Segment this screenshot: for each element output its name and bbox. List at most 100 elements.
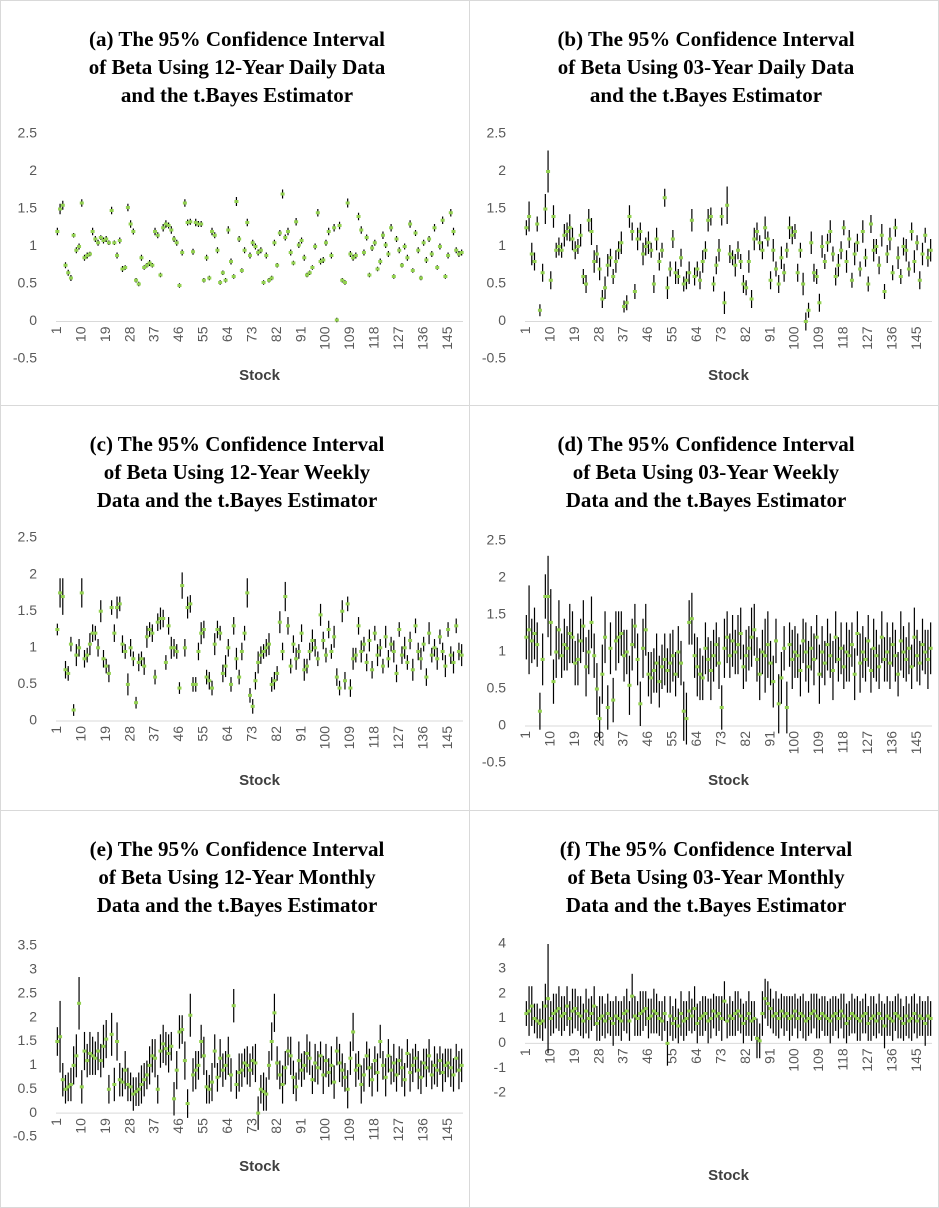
estimate-marker (673, 1017, 678, 1020)
chart-title: (f) The 95% Confidence Interval (560, 837, 853, 861)
estimate-marker (172, 237, 177, 241)
estimate-marker (803, 320, 808, 323)
estimate-marker (85, 1059, 90, 1063)
x-tick-label: 100 (317, 726, 333, 750)
estimate-marker (68, 1082, 73, 1086)
estimate-marker (773, 639, 778, 643)
estimate-marker (928, 248, 933, 252)
estimate-marker (459, 251, 464, 254)
estimate-marker (201, 1054, 206, 1058)
estimate-marker (708, 1017, 713, 1020)
estimate-marker (207, 679, 212, 683)
y-tick-label: 2 (29, 565, 37, 581)
estimate-marker (340, 609, 345, 613)
estimate-marker (150, 1054, 155, 1058)
y-tick-label: 3.5 (18, 937, 38, 953)
estimate-marker (825, 643, 830, 647)
estimate-marker (673, 672, 678, 676)
estimate-marker (177, 686, 182, 690)
estimate-marker (763, 997, 768, 1001)
estimate-marker (868, 1017, 873, 1020)
estimate-marker (210, 686, 215, 690)
estimate-marker (879, 635, 884, 639)
estimate-marker (147, 1063, 152, 1067)
estimate-marker (754, 230, 759, 233)
estimate-marker (451, 230, 456, 233)
estimate-marker (811, 1009, 816, 1013)
x-axis-title: Stock (708, 772, 750, 789)
estimate-marker (760, 1012, 765, 1016)
estimate-marker (125, 682, 130, 686)
estimate-marker (603, 635, 608, 639)
estimate-marker (641, 252, 646, 256)
estimate-marker (684, 1017, 689, 1020)
estimate-marker (757, 1039, 762, 1043)
y-tick-label: -1 (494, 1059, 507, 1075)
estimate-marker (589, 230, 594, 233)
x-tick-label: 136 (414, 726, 430, 750)
estimate-marker (920, 1017, 925, 1020)
estimate-marker (332, 1080, 337, 1084)
estimate-marker (337, 1061, 342, 1065)
estimate-marker (795, 1017, 800, 1020)
estimate-marker (326, 1071, 331, 1075)
estimate-marker (421, 1061, 426, 1065)
x-tick-label: 73 (712, 731, 728, 747)
estimate-marker (784, 248, 789, 252)
estimate-marker (361, 251, 366, 254)
estimate-marker (109, 209, 114, 212)
estimate-marker (546, 997, 551, 1001)
estimate-marker (283, 1066, 288, 1070)
estimate-marker (109, 1032, 114, 1036)
x-tick-label: 100 (317, 326, 333, 350)
estimate-marker (744, 1017, 749, 1020)
chart: (f) The 95% Confidence Interval of Beta U… (494, 837, 933, 1184)
estimate-marker (725, 635, 730, 639)
estimate-marker (923, 1021, 928, 1025)
estimate-marker (334, 1049, 339, 1053)
estimate-marker (632, 290, 637, 293)
estimate-marker (586, 218, 591, 222)
estimate-marker (418, 657, 423, 661)
estimate-marker (359, 1082, 364, 1086)
estimate-marker (928, 1017, 933, 1020)
estimate-marker (711, 654, 716, 658)
estimate-marker (427, 237, 432, 241)
estimate-marker (172, 646, 177, 650)
estimate-marker (901, 1021, 906, 1025)
x-tick-label: 1 (48, 1118, 64, 1126)
estimate-marker (440, 218, 445, 222)
x-tick-label: 64 (688, 731, 704, 747)
estimate-marker (158, 1049, 163, 1053)
estimate-marker (364, 1054, 369, 1058)
estimate-marker (847, 237, 852, 241)
estimate-marker (226, 646, 231, 650)
estimate-marker (871, 646, 876, 650)
estimate-marker (437, 245, 442, 248)
estimate-marker (237, 675, 242, 679)
estimate-marker (256, 660, 261, 664)
estimate-marker (765, 1002, 770, 1006)
estimate-marker (402, 1078, 407, 1082)
y-tick-label: 1.5 (487, 200, 507, 216)
estimate-marker (98, 236, 103, 239)
estimate-marker (597, 1017, 602, 1020)
estimate-marker (524, 635, 529, 639)
chart-title: of Beta Using 12-Year Weekly (104, 460, 371, 484)
estimate-marker (746, 1012, 751, 1016)
estimate-marker (901, 650, 906, 654)
estimate-marker (432, 1063, 437, 1067)
estimate-marker (858, 1019, 863, 1023)
chart-title: (e) The 95% Confidence Interval (90, 837, 385, 861)
estimate-marker (261, 649, 266, 653)
estimate-marker (603, 286, 608, 290)
estimate-marker (55, 628, 60, 631)
x-tick-label: 28 (590, 731, 606, 747)
estimate-marker (372, 631, 377, 635)
estimate-marker (131, 230, 136, 233)
estimate-marker (784, 706, 789, 709)
estimate-marker (608, 256, 613, 260)
estimate-marker (310, 266, 315, 269)
estimate-marker (440, 649, 445, 653)
y-tick-label: 2 (29, 162, 37, 178)
